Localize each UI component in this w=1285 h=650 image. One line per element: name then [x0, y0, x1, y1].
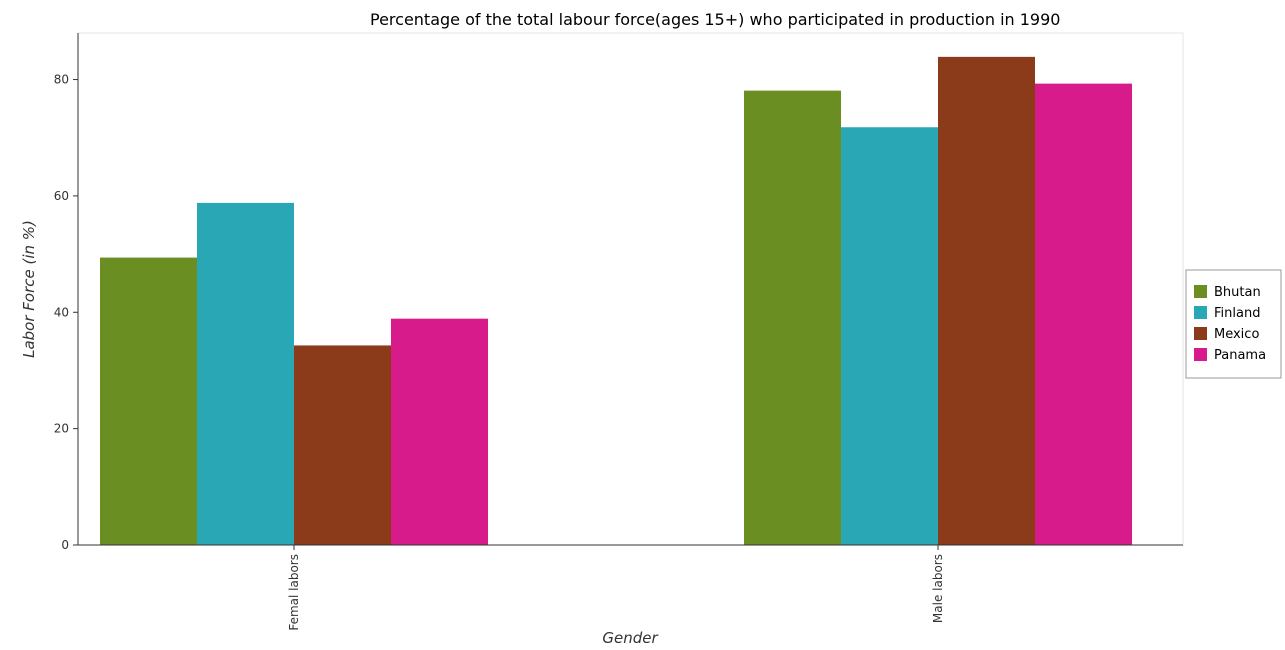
legend-swatch-finland: [1194, 306, 1207, 319]
legend-swatch-mexico: [1194, 327, 1207, 340]
y-axis-title: Labor Force (in %): [20, 220, 38, 358]
legend: Bhutan Finland Mexico Panama: [1185, 269, 1282, 379]
legend-label-finland: Finland: [1214, 306, 1260, 321]
bar-bhutan-male: [744, 90, 841, 545]
legend-label-mexico: Mexico: [1214, 327, 1259, 342]
bar-panama-female: [391, 318, 488, 545]
y-axis-ticks: 0 20 40 60 80: [54, 73, 78, 552]
x-tick-label: Femal labors: [287, 554, 301, 631]
x-axis-title: Gender: [602, 629, 658, 647]
y-tick-label: 60: [54, 189, 69, 203]
x-tick-label: Male labors: [931, 554, 945, 623]
bar-mexico-male: [938, 56, 1035, 545]
legend-label-panama: Panama: [1214, 348, 1266, 363]
y-tick-label: 80: [54, 73, 69, 87]
bar-panama-male: [1035, 83, 1132, 546]
bar-finland-female: [197, 202, 294, 545]
bar-bhutan-female: [100, 257, 197, 545]
bar-finland-male: [841, 127, 938, 545]
x-axis-ticks: Femal labors Male labors: [287, 545, 945, 631]
bar-mexico-female: [294, 345, 391, 545]
chart-title: Percentage of the total labour force(age…: [370, 10, 1060, 29]
legend-swatch-bhutan: [1194, 285, 1207, 298]
bars-group: [100, 56, 1132, 546]
legend-label-bhutan: Bhutan: [1214, 285, 1261, 300]
y-tick-label: 40: [54, 305, 69, 319]
y-tick-label: 0: [61, 538, 69, 552]
y-tick-label: 20: [54, 422, 69, 436]
legend-swatch-panama: [1194, 348, 1207, 361]
